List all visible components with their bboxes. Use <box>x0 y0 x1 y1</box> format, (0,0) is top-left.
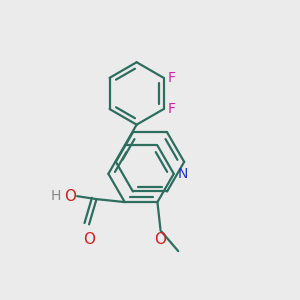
Text: O: O <box>154 232 166 247</box>
Text: N: N <box>178 167 188 181</box>
Text: F: F <box>168 102 176 116</box>
Text: F: F <box>168 71 176 85</box>
Text: O: O <box>83 232 95 247</box>
Text: O: O <box>64 189 76 204</box>
Text: H: H <box>50 189 61 203</box>
